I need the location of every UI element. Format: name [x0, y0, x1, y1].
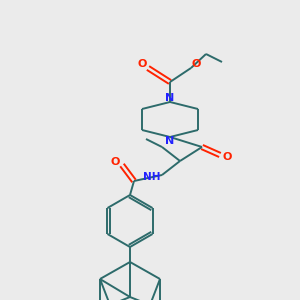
Text: O: O	[110, 157, 120, 167]
Text: N: N	[165, 136, 175, 146]
Text: O: O	[222, 152, 232, 162]
Text: NH: NH	[143, 172, 161, 182]
Text: N: N	[165, 93, 175, 103]
Text: O: O	[137, 59, 147, 69]
Text: O: O	[191, 59, 201, 69]
